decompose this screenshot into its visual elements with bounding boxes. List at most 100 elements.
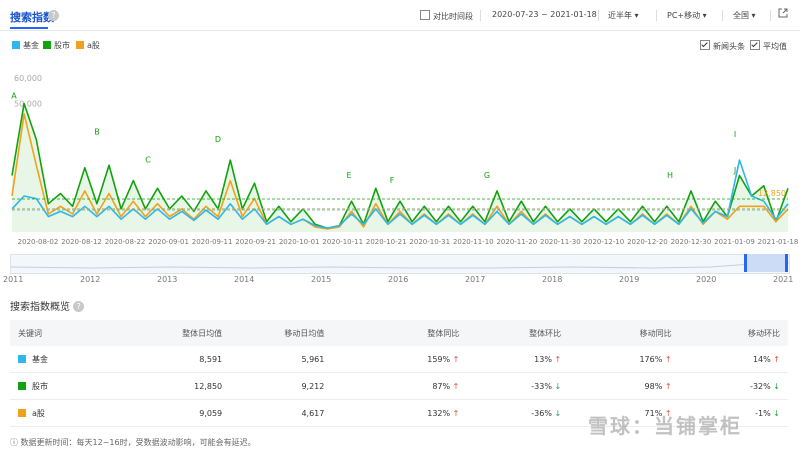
x-tick-label: 2021-01-09 — [714, 238, 755, 246]
divider — [656, 10, 657, 21]
table-header-row: 关键词 整体日均值 移动日均值 整体同比 整体环比 移动同比 移动环比 — [10, 320, 788, 346]
help-icon[interactable]: ? — [73, 301, 85, 312]
footer-note-text: 数据更新时间：每天12~16时，受数据波动影响，可能会有延迟。 — [20, 438, 256, 447]
x-tick-label: 2020-12-20 — [627, 238, 668, 246]
divider — [770, 10, 771, 21]
news-annotation: D — [215, 135, 221, 144]
news-annotation: G — [484, 171, 490, 180]
chevron-down-icon: ▾ — [634, 11, 639, 20]
series-area — [12, 103, 788, 232]
legend-swatch — [43, 41, 51, 49]
y-tick-label: 60,000 — [14, 74, 42, 83]
top-bar: 搜索指数 ? 对比时间段 2020-07-23 ~ 2021-01-18 近半年… — [0, 0, 800, 31]
keyword-swatch — [18, 354, 26, 363]
legend-swatch — [76, 41, 84, 49]
timeline-selection[interactable] — [744, 254, 788, 272]
mobile-avg-cell: 5,961 — [230, 346, 333, 373]
x-tick-label: 2021-01-18 — [758, 238, 799, 246]
page-title: 搜索指数 — [10, 11, 54, 24]
col-overall-avg: 整体日均值 — [127, 320, 231, 346]
avg-toggle[interactable]: 平均值 — [750, 40, 787, 52]
table-row: 基金 8,591 5,961 159% ↑ 13% ↑ 176% ↑ 14% ↑ — [10, 346, 788, 373]
keyword-swatch — [18, 381, 26, 390]
legend-swatch — [12, 41, 20, 49]
arrow-up-icon: ↑ — [664, 381, 672, 391]
timeline-year-label: 2021 — [773, 275, 794, 284]
timeline-year-label: 2014 — [234, 275, 255, 284]
legend-item-0[interactable]: 基金 — [12, 40, 39, 51]
overall-avg-cell: 8,591 — [127, 346, 231, 373]
overall-yoy-cell: 87% ↑ — [332, 372, 468, 400]
mobile-yoy-cell: 176% ↑ — [569, 346, 680, 373]
avg-checkbox[interactable] — [750, 40, 760, 50]
news-checkbox[interactable] — [700, 40, 710, 50]
avg-label: 平均值 — [763, 42, 787, 51]
region-select[interactable]: 全国 ▾ — [733, 10, 756, 21]
timeline-year-label: 2011 — [3, 275, 24, 284]
col-overall-yoy: 整体同比 — [332, 320, 468, 346]
help-icon[interactable]: ? — [48, 10, 59, 21]
timeline-year-label: 2017 — [465, 275, 486, 284]
device-select[interactable]: PC+移动 ▾ — [667, 10, 707, 21]
divider — [598, 10, 599, 21]
col-overall-mom: 整体环比 — [467, 320, 570, 346]
arrow-up-icon: ↑ — [452, 408, 460, 418]
chevron-down-icon: ▾ — [751, 11, 756, 20]
col-keyword: 关键词 — [10, 320, 128, 346]
timeline-handle-right[interactable] — [785, 254, 788, 272]
mobile-mom-cell: 14% ↑ — [679, 346, 788, 373]
news-toggle[interactable]: 新闻头条 — [700, 40, 745, 52]
x-tick-label: 2020-08-22 — [105, 238, 146, 246]
table-row: 股市 12,850 9,212 87% ↑ -33% ↓ 98% ↑ -32% ↓ — [10, 372, 788, 400]
date-range[interactable]: 2020-07-23 ~ 2021-01-18 — [492, 10, 597, 19]
x-tick-label: 2020-09-01 — [148, 238, 189, 246]
keyword-cell: a股 — [10, 399, 128, 427]
x-tick-label: 2020-09-21 — [235, 238, 276, 246]
overall-mom-cell: 13% ↑ — [467, 346, 570, 373]
info-icon: ⓘ — [10, 438, 18, 447]
col-mobile-mom: 移动环比 — [679, 320, 788, 346]
series-line-2 — [11, 159, 789, 229]
news-annotation: J — [733, 166, 736, 175]
news-annotation: I — [734, 130, 736, 139]
x-tick-label: 2020-11-30 — [540, 238, 581, 246]
compare-toggle[interactable]: 对比时间段 — [420, 10, 473, 22]
divider — [722, 10, 723, 21]
divider — [480, 10, 481, 21]
compare-label: 对比时间段 — [433, 12, 473, 21]
overall-mom-cell: -36% ↓ — [467, 399, 570, 427]
news-label: 新闻头条 — [713, 42, 745, 51]
compare-checkbox[interactable] — [420, 10, 430, 20]
timeline-trend — [11, 262, 789, 269]
timeline-year-label: 2019 — [619, 275, 640, 284]
mobile-yoy-cell: 71% ↑ — [569, 399, 680, 427]
timeline-year-label: 2015 — [311, 275, 332, 284]
search-index-chart[interactable]: 60,000 50,000 2020-08-02 2020-08-12 2020-08-… — [0, 55, 800, 255]
timeline-year-label: 2020 — [696, 275, 717, 284]
title-underline — [10, 27, 48, 29]
timeline-year-label: 2012 — [80, 275, 101, 284]
legend-label: 股市 — [54, 41, 70, 50]
legend-label: 基金 — [23, 41, 39, 50]
device-value: PC+移动 — [667, 11, 701, 20]
legend-item-1[interactable]: 股市 — [43, 40, 70, 51]
x-tick-label: 2020-11-20 — [496, 238, 537, 246]
overall-yoy-cell: 159% ↑ — [332, 346, 468, 373]
x-tick-label: 2020-12-10 — [584, 238, 625, 246]
keyword-cell: 基金 — [10, 346, 128, 373]
overview-title: 搜索指数概览 ? — [10, 298, 85, 313]
external-link-icon[interactable] — [778, 8, 788, 20]
overall-yoy-cell: 132% ↑ — [332, 399, 468, 427]
timeline-navigator[interactable] — [10, 254, 790, 274]
timeline-handle-left[interactable] — [744, 254, 747, 272]
period-select[interactable]: 近半年 ▾ — [608, 10, 639, 21]
timeline-year-label: 2018 — [542, 275, 563, 284]
mobile-avg-cell: 9,212 — [230, 372, 333, 400]
legend-item-2[interactable]: a股 — [76, 40, 100, 51]
news-annotation: F — [390, 176, 395, 185]
keyword-swatch — [18, 408, 26, 417]
keyword-cell: 股市 — [10, 372, 128, 400]
timeline-year-label: 2016 — [388, 275, 409, 284]
overview-table: 关键词 整体日均值 移动日均值 整体同比 整体环比 移动同比 移动环比 基金 8,… — [10, 320, 788, 427]
arrow-down-icon: ↓ — [773, 381, 780, 391]
